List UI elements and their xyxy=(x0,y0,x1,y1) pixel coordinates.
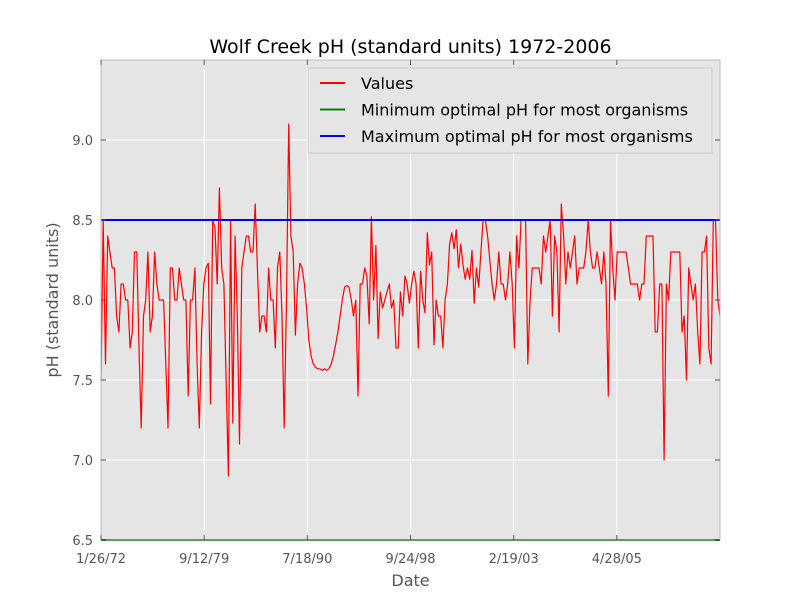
y-tick-label: 8.5 xyxy=(72,214,93,229)
x-tick-label: 7/18/90 xyxy=(282,552,332,567)
legend-entry-label: Values xyxy=(361,74,413,93)
axis-ticks: 6.5 7.0 7.5 8.0 8.5 9.0 1/26/72 9/12/79 7/18/90 9… xyxy=(72,60,720,567)
x-tick-label: 9/24/98 xyxy=(385,552,435,567)
y-tick-label: 9.0 xyxy=(72,134,93,149)
y-tick-label: 8.0 xyxy=(72,294,93,309)
legend-box xyxy=(307,67,713,154)
legend-entry-label: Minimum optimal pH for most organisms xyxy=(361,101,688,120)
x-tick-label: 1/26/72 xyxy=(76,552,126,567)
legend-entry-label: Maximum optimal pH for most organisms xyxy=(361,127,693,146)
y-axis-label: pH (standard units) xyxy=(43,222,62,377)
x-tick-label: 2/19/03 xyxy=(489,552,539,567)
grid xyxy=(100,60,720,541)
legend: Values Minimum optimal pH for most organi… xyxy=(307,67,713,154)
y-tick-label: 6.5 xyxy=(72,534,93,549)
chart-title: Wolf Creek pH (standard units) 1972-2006 xyxy=(209,36,611,58)
x-tick-label: 9/12/79 xyxy=(179,552,229,567)
y-tick-label: 7.5 xyxy=(72,374,93,389)
series-line-values xyxy=(100,123,721,477)
x-axis-label: Date xyxy=(391,571,429,590)
x-tick-label: 4/28/05 xyxy=(592,552,642,567)
y-tick-label: 7.0 xyxy=(72,454,93,469)
